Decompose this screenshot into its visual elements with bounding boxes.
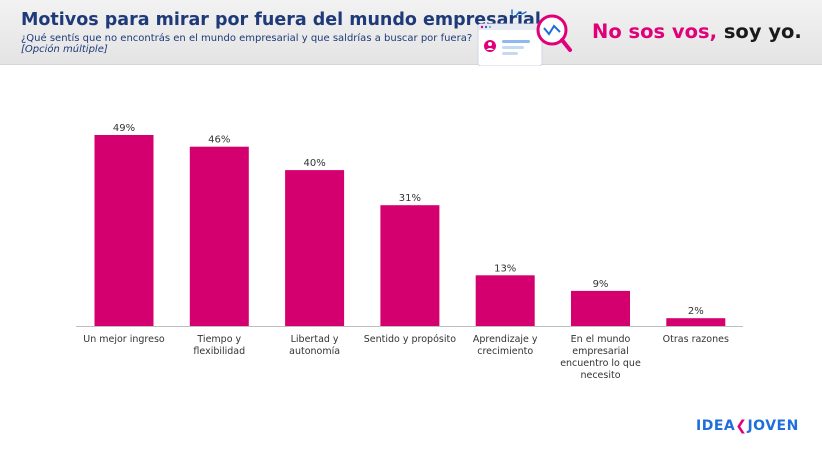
category-label-4: Sentido y propósito bbox=[364, 334, 456, 345]
bar-3 bbox=[285, 170, 345, 326]
brand-logo-part-1: IDEA bbox=[696, 418, 736, 434]
bar-7 bbox=[666, 318, 726, 326]
data-label-1: 49% bbox=[113, 123, 135, 134]
brand-logo-arrow: ❮ bbox=[735, 418, 748, 434]
slogan-part-1: No sos vos, bbox=[592, 20, 718, 43]
category-label-2: Tiempo y flexibilidad bbox=[193, 334, 245, 357]
data-label-4: 31% bbox=[399, 193, 421, 204]
slogan-part-2: soy yo. bbox=[717, 20, 802, 43]
category-label-1: Un mejor ingreso bbox=[83, 334, 165, 345]
header-banner: Motivos para mirar por fuera del mundo e… bbox=[0, 0, 822, 66]
brand-logo-part-2: JOVEN bbox=[747, 418, 799, 434]
brand-logo: IDEA❮JOVEN bbox=[696, 418, 799, 434]
page-title: Motivos para mirar por fuera del mundo e… bbox=[21, 10, 541, 30]
data-label-7: 2% bbox=[688, 306, 704, 317]
category-label-5: Aprendizaje y crecimiento bbox=[473, 334, 538, 357]
labels-group: 49% Un mejor ingreso 46% Tiempo y flexibilid… bbox=[83, 123, 729, 381]
multiple-choice-note: [Opción múltiple] bbox=[21, 44, 108, 55]
bar-2 bbox=[189, 146, 249, 326]
data-label-3: 40% bbox=[303, 158, 325, 169]
bar-1 bbox=[94, 135, 154, 326]
slogan: No sos vos, soy yo. bbox=[592, 20, 802, 43]
category-label-6: En el mundo empresarial encuentro lo que ne… bbox=[560, 334, 641, 381]
data-label-6: 9% bbox=[593, 279, 609, 290]
bars-group bbox=[94, 135, 726, 326]
bar-6 bbox=[571, 290, 630, 326]
page-subtitle: ¿Qué sentís que no encontrás en el mundo… bbox=[21, 33, 473, 44]
category-label-7: Otras razones bbox=[663, 334, 729, 345]
bar-4 bbox=[380, 205, 440, 326]
category-label-3: Libertad y autonomía bbox=[289, 334, 340, 357]
analytics-illustration-icon bbox=[477, 9, 572, 66]
data-label-5: 13% bbox=[494, 263, 516, 274]
data-label-2: 46% bbox=[208, 135, 230, 146]
bar-5 bbox=[475, 275, 535, 326]
